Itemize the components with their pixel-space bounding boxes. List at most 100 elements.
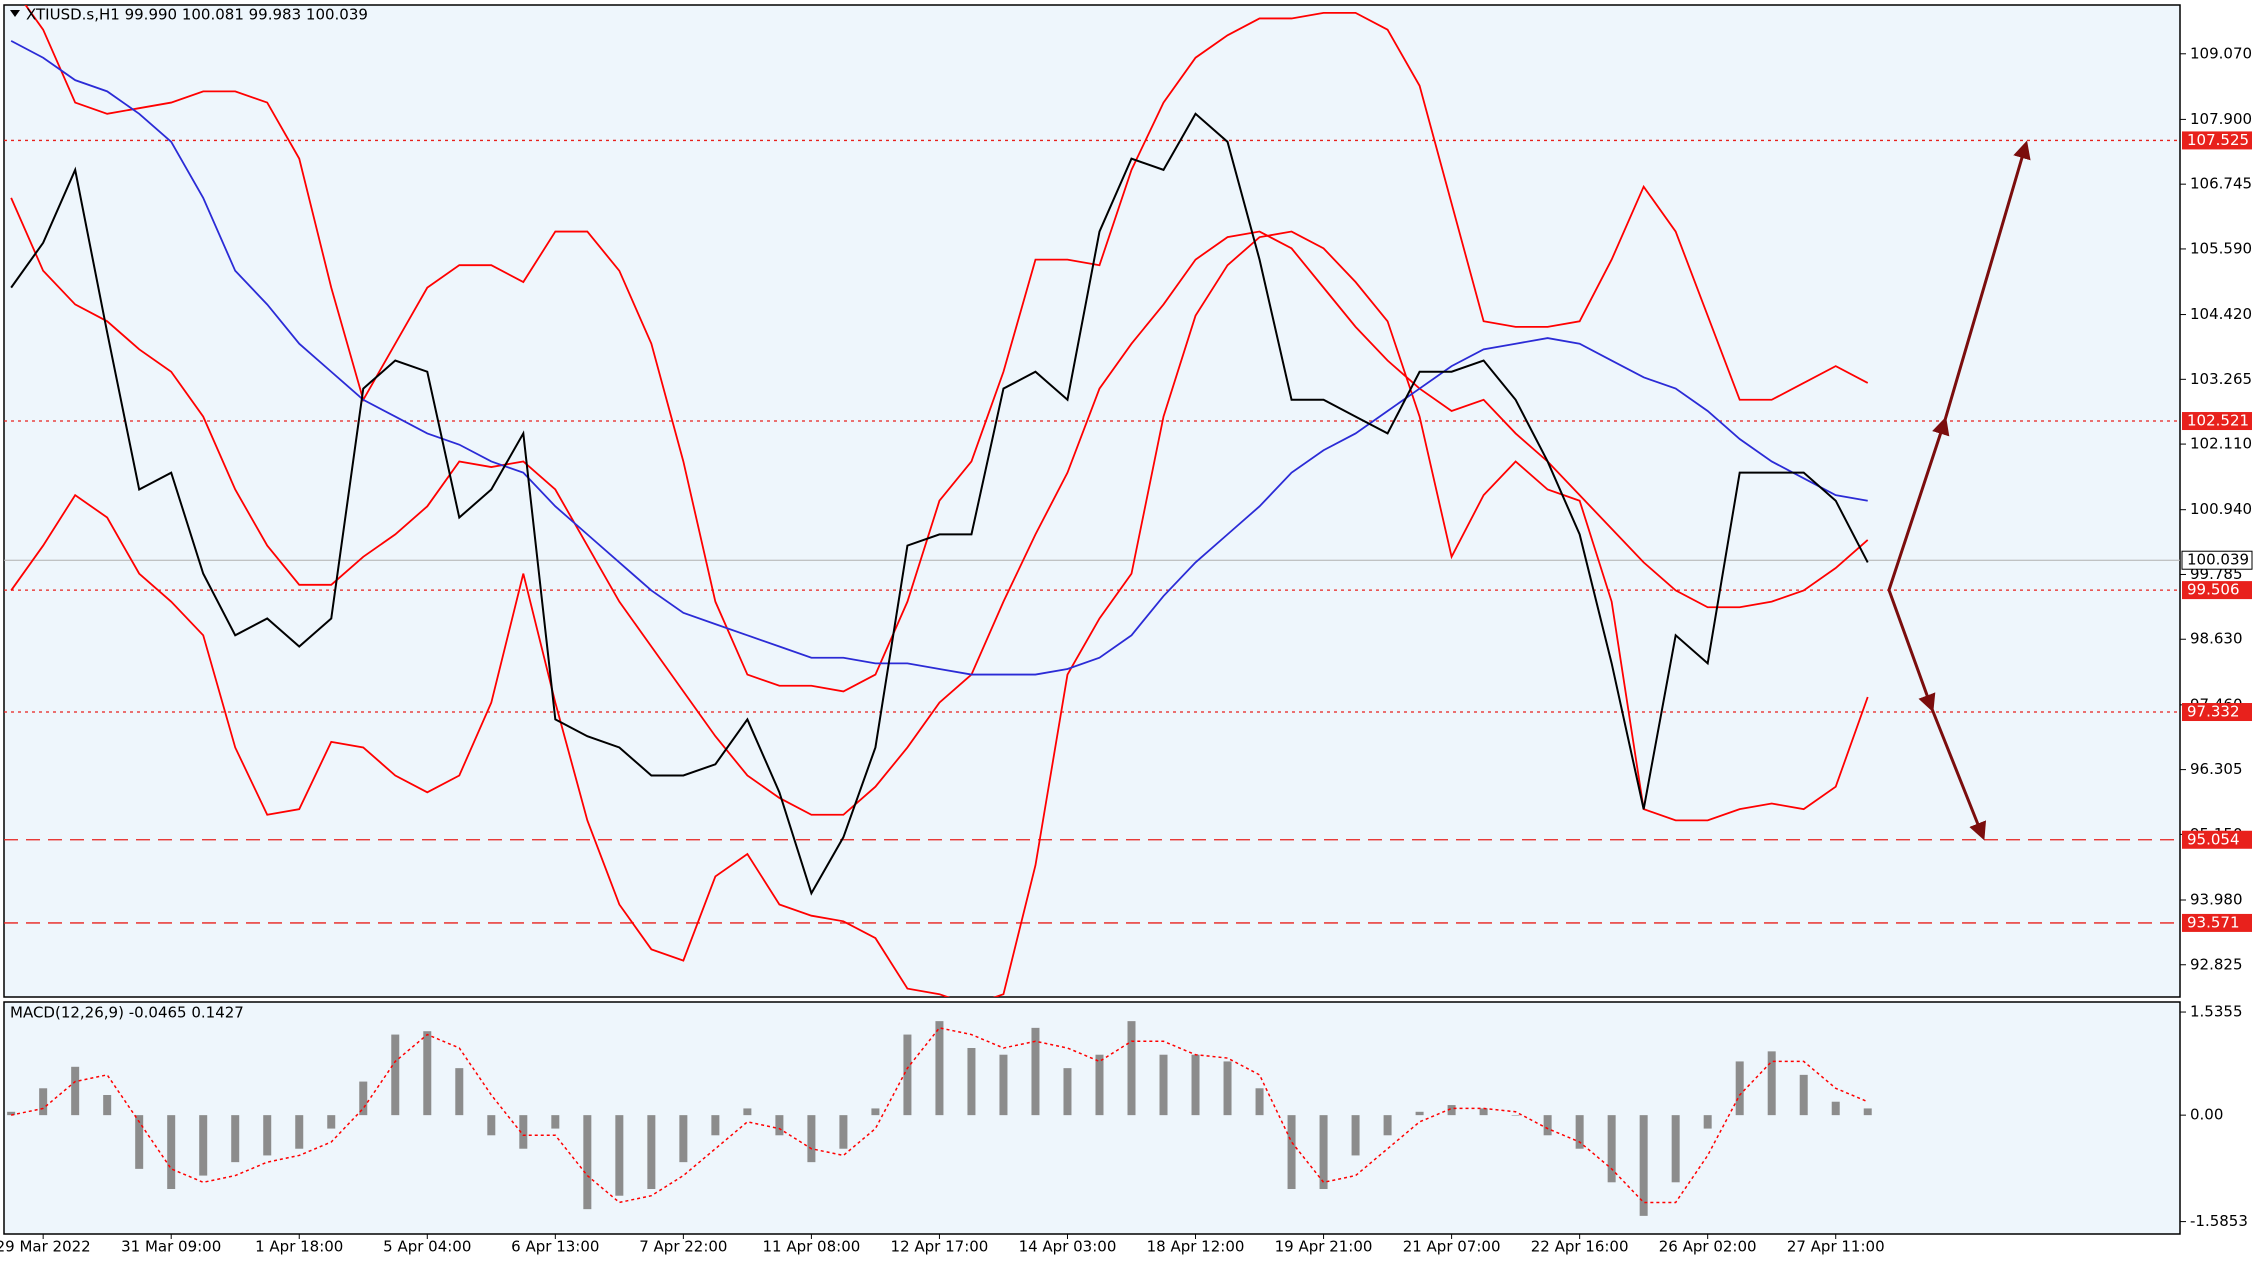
y-tick-label: 106.745 [2190, 175, 2252, 193]
macd-bar [1063, 1068, 1072, 1116]
macd-bar [903, 1034, 912, 1116]
x-tick-label: 19 Apr 21:00 [1275, 1238, 1373, 1256]
macd-bar [1447, 1105, 1456, 1116]
x-tick-label: 14 Apr 03:00 [1019, 1238, 1117, 1256]
level-label: 99.506 [2187, 581, 2240, 599]
level-label: 95.054 [2187, 830, 2240, 848]
macd-bar [7, 1111, 16, 1116]
macd-bar [935, 1021, 944, 1116]
macd-bar [1031, 1027, 1040, 1116]
macd-bar [1831, 1101, 1840, 1116]
price-plot [4, 5, 2180, 997]
macd-bar [1575, 1115, 1584, 1149]
macd-bar [615, 1115, 624, 1196]
macd-bar [295, 1115, 304, 1149]
x-tick-label: 22 Apr 16:00 [1531, 1238, 1629, 1256]
y-tick-label: 98.630 [2190, 630, 2243, 648]
x-tick-label: 29 Mar 2022 [0, 1238, 91, 1256]
x-tick-label: 21 Apr 07:00 [1403, 1238, 1501, 1256]
price-series-line [10, 230, 1869, 997]
y-tick-label: -1.5853 [2190, 1212, 2248, 1230]
down-arrow [1887, 589, 1987, 841]
macd-bar [1511, 1115, 1520, 1116]
level-label-box [2182, 703, 2252, 722]
y-tick-label: 93.980 [2190, 890, 2243, 908]
macd-bar [359, 1081, 368, 1116]
macd-header: MACD(12,26,9) -0.0465 0.1427 [10, 1004, 244, 1022]
level-label-box [2182, 581, 2252, 600]
macd-bar [167, 1115, 176, 1190]
y-tick-label: 102.110 [2190, 435, 2252, 453]
signal-line [10, 1027, 1869, 1204]
x-tick-label: 1 Apr 18:00 [255, 1238, 343, 1256]
menu-triangle[interactable] [10, 10, 20, 17]
macd-bar [1383, 1115, 1392, 1136]
y-tick-label: 103.265 [2190, 370, 2252, 388]
price-series-line [10, 112, 1869, 896]
y-tick-label: 105.590 [2190, 239, 2252, 257]
macd-bar [455, 1068, 464, 1116]
forecast-arrows [1887, 140, 2031, 841]
x-tick-label: 11 Apr 08:00 [762, 1238, 860, 1256]
macd-bar [423, 1031, 432, 1116]
macd-bar [551, 1115, 560, 1129]
macd-bar [647, 1115, 656, 1190]
macd-bar [231, 1115, 240, 1163]
macd-bar [1799, 1074, 1808, 1116]
y-tick-label: 96.305 [2190, 760, 2243, 778]
price-series-line [10, 197, 1869, 816]
macd-bar [871, 1108, 880, 1116]
macd-bar [1191, 1054, 1200, 1116]
x-tick-label: 12 Apr 17:00 [891, 1238, 989, 1256]
x-tick-label: 6 Apr 13:00 [511, 1238, 599, 1256]
macd-bar [743, 1108, 752, 1116]
macd-bar [1223, 1061, 1232, 1116]
macd-bar [775, 1115, 784, 1136]
up-arrow [1887, 140, 2031, 591]
macd-bar [711, 1115, 720, 1136]
macd-bar [679, 1115, 688, 1163]
macd-bar [263, 1115, 272, 1156]
y-tick-label: 100.940 [2190, 500, 2252, 518]
level-label-box [2182, 913, 2252, 932]
macd-bar [1255, 1088, 1264, 1116]
y-tick-label: 107.900 [2190, 110, 2252, 128]
macd-bar [1095, 1054, 1104, 1116]
macd-bar [807, 1115, 816, 1163]
macd-bar [1767, 1051, 1776, 1116]
level-label: 102.521 [2187, 412, 2249, 430]
macd-bar [1287, 1115, 1296, 1190]
x-tick-label: 7 Apr 22:00 [639, 1238, 727, 1256]
macd-bar [1351, 1115, 1360, 1156]
macd-bar [1319, 1115, 1328, 1190]
level-label: 93.571 [2187, 913, 2240, 931]
price-series-line [24, 5, 1869, 693]
y-tick-label: 1.5355 [2190, 1003, 2243, 1021]
x-tick-label: 5 Apr 04:00 [383, 1238, 471, 1256]
macd-bar [199, 1115, 208, 1176]
macd-bar [391, 1034, 400, 1116]
macd-bar [967, 1047, 976, 1116]
last-price-label: 100.039 [2187, 551, 2249, 569]
y-tick-label: 92.825 [2190, 955, 2243, 973]
x-tick-label: 31 Mar 09:00 [121, 1238, 221, 1256]
level-label-box [2182, 412, 2252, 431]
macd-bar [1671, 1115, 1680, 1183]
macd-bar [1735, 1061, 1744, 1116]
y-tick-label: 0.00 [2190, 1106, 2223, 1124]
x-tick-label: 26 Apr 02:00 [1659, 1238, 1757, 1256]
macd-bar [1607, 1115, 1616, 1183]
macd-bar [583, 1115, 592, 1210]
macd-panel [3, 1001, 2181, 1235]
axes: 109.070 107.900 106.745 105.590 104.420 103.2… [0, 44, 2253, 1256]
macd-bar [487, 1115, 496, 1136]
price-panel [3, 4, 2181, 998]
y-tick-label: 109.070 [2190, 44, 2252, 62]
last-price-box [2181, 550, 2253, 570]
price-series-line [10, 40, 1868, 676]
macd-plot [7, 1021, 1872, 1216]
y-tick-label: 104.420 [2190, 305, 2252, 323]
level-label-box [2182, 131, 2252, 150]
macd-bar [1543, 1115, 1552, 1136]
